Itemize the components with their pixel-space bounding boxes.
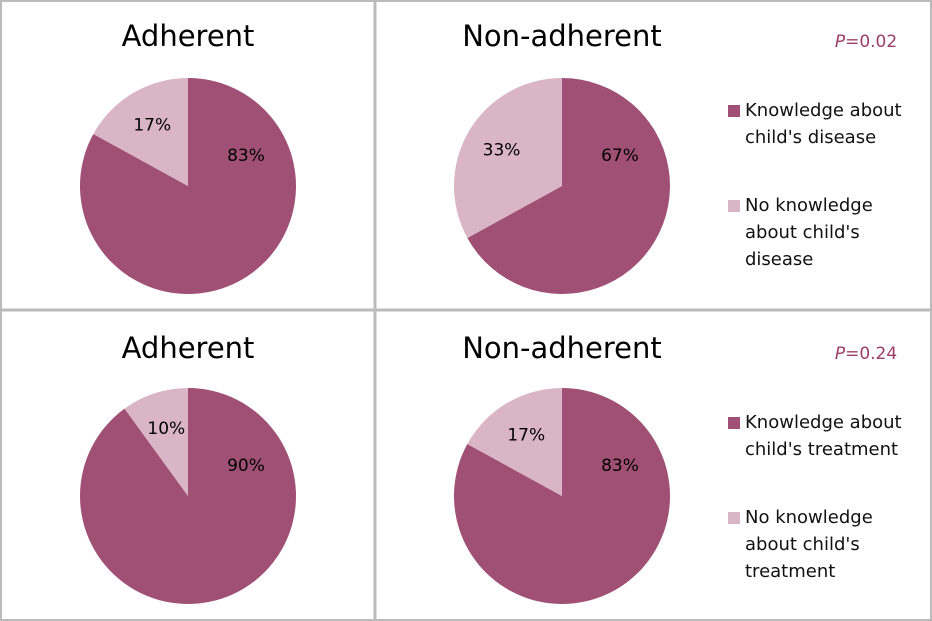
data-label: 67% — [601, 146, 639, 166]
legend-swatch — [728, 512, 740, 524]
data-label: 10% — [147, 419, 185, 439]
p-value-part: =0.24 — [845, 344, 897, 364]
data-label: 33% — [483, 140, 521, 160]
legend-label: No knowledge about child's treatment — [745, 507, 873, 582]
pie-slice — [124, 388, 188, 496]
legend-swatch — [728, 105, 740, 117]
data-label: 17% — [133, 116, 171, 136]
p-value: P=0.24 — [835, 344, 897, 364]
p-value-part: P — [835, 32, 846, 52]
legend-swatch — [728, 417, 740, 429]
p-value: P=0.02 — [835, 32, 897, 52]
legend-label: Knowledge about child's disease — [745, 100, 902, 148]
data-label: 83% — [601, 456, 639, 476]
data-label: 17% — [507, 426, 545, 446]
pie-slice — [467, 78, 671, 294]
data-label: 90% — [227, 456, 265, 476]
pie-slice — [79, 388, 296, 604]
p-value-part: =0.02 — [845, 32, 897, 52]
pie-slice — [93, 78, 188, 186]
pie-slice — [79, 78, 296, 294]
chart-title: Non-adherent — [462, 331, 662, 365]
chart-title: Non-adherent — [462, 19, 662, 53]
legend-label: Knowledge about child's treatment — [745, 412, 902, 460]
chart-title: Adherent — [122, 331, 255, 365]
p-value-part: P — [835, 344, 846, 364]
pie-slice — [453, 78, 562, 239]
data-label: 83% — [227, 146, 265, 166]
pie-slice — [467, 388, 562, 496]
pie-slice — [454, 388, 671, 605]
chart-title: Adherent — [122, 19, 255, 53]
legend-label: No knowledge about child's disease — [745, 195, 873, 270]
legend-swatch — [728, 200, 740, 212]
